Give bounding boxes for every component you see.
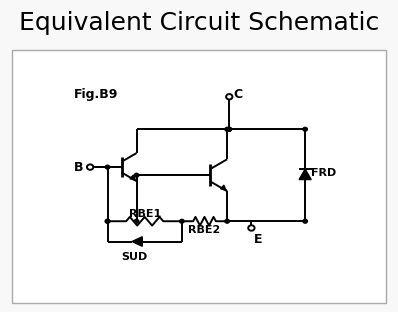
Text: E: E <box>254 233 262 246</box>
Text: RBE2: RBE2 <box>188 225 220 235</box>
Polygon shape <box>299 169 311 180</box>
Circle shape <box>87 164 93 170</box>
Circle shape <box>135 219 139 223</box>
Text: Fig.B9: Fig.B9 <box>74 88 119 101</box>
Circle shape <box>303 219 307 223</box>
Polygon shape <box>132 237 142 246</box>
Circle shape <box>225 219 229 223</box>
Circle shape <box>227 127 232 131</box>
Circle shape <box>248 225 255 231</box>
Circle shape <box>225 127 229 131</box>
Text: B: B <box>74 161 84 173</box>
Text: C: C <box>233 88 242 100</box>
Text: RBE1: RBE1 <box>129 209 161 219</box>
Circle shape <box>105 219 110 223</box>
Circle shape <box>303 127 307 131</box>
Circle shape <box>179 219 184 223</box>
Text: FRD: FRD <box>312 168 337 178</box>
Circle shape <box>227 127 232 131</box>
Circle shape <box>105 219 110 223</box>
Text: Equivalent Circuit Schematic: Equivalent Circuit Schematic <box>19 11 379 35</box>
Circle shape <box>226 94 232 100</box>
Circle shape <box>105 165 110 169</box>
Text: SUD: SUD <box>121 252 148 262</box>
Circle shape <box>135 173 139 177</box>
